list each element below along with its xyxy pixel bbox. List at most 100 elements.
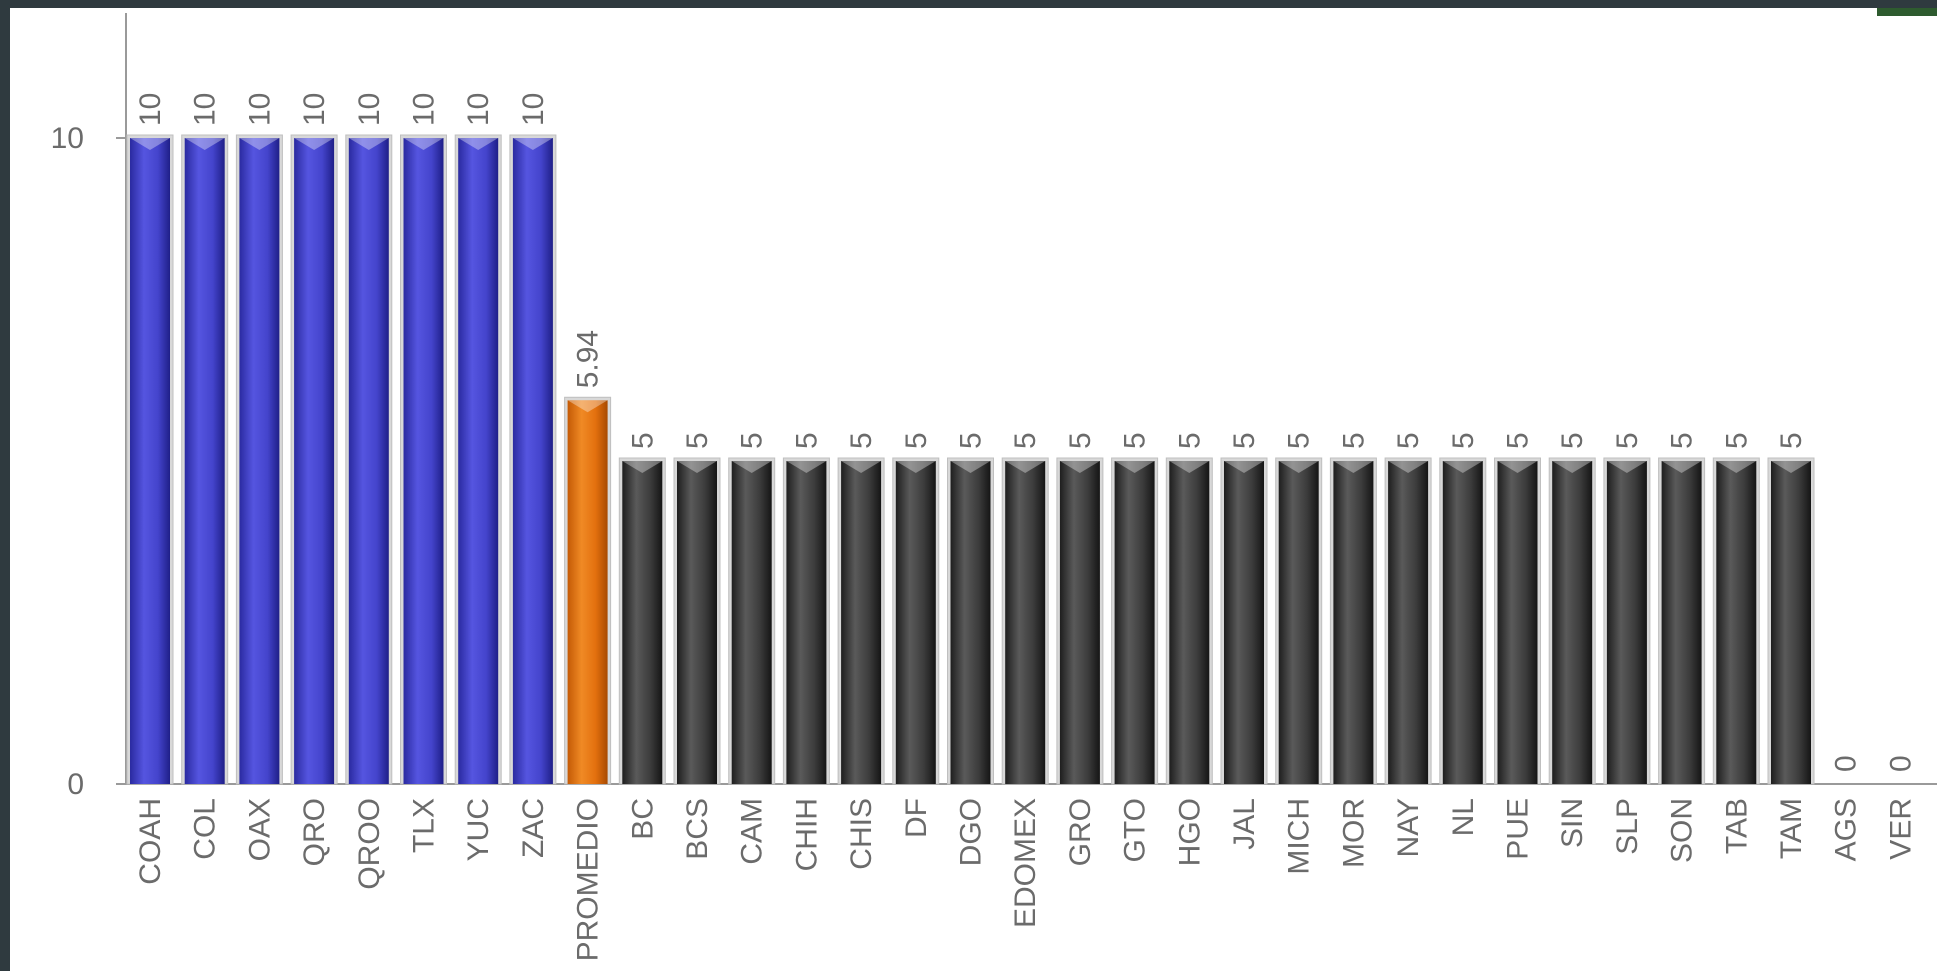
y-tick-label: 0 — [67, 768, 84, 801]
data-label-mich: 5 — [1283, 432, 1316, 449]
data-label-bcs: 5 — [681, 432, 714, 449]
corner-accent — [1877, 8, 1937, 16]
bar-bevel — [1059, 461, 1100, 473]
bar-bevel — [458, 138, 499, 150]
bar-bc — [622, 461, 663, 784]
data-label-col: 10 — [189, 93, 222, 126]
bar-bevel — [731, 461, 772, 473]
bar-slp — [1606, 461, 1647, 784]
data-label-chis: 5 — [845, 432, 878, 449]
bar-mor — [1333, 461, 1374, 784]
category-label-hgo: HGO — [1173, 798, 1206, 866]
category-label-bc: BC — [626, 798, 659, 840]
bar-df — [895, 461, 936, 784]
category-label-cam: CAM — [736, 798, 769, 865]
bar-col — [184, 138, 225, 784]
category-label-yuc: YUC — [462, 798, 495, 861]
data-label-oax: 10 — [243, 93, 276, 126]
category-label-ver: VER — [1884, 798, 1917, 860]
data-label-zac: 10 — [517, 93, 550, 126]
category-label-sin: SIN — [1556, 798, 1589, 848]
bar-gto — [1114, 461, 1155, 784]
category-label-tlx: TLX — [408, 798, 441, 853]
bar-chart: 0 10 10 COAH 10 COL 10 OAX 10 QRO 10 QROO 10 TLX 10 YU… — [51, 13, 1937, 962]
chart-frame: 0 10 10 COAH 10 COL 10 OAX 10 QRO 10 QROO 10 TLX 10 YU… — [10, 8, 1937, 971]
category-label-gro: GRO — [1064, 798, 1097, 866]
bar-qro — [294, 138, 335, 784]
bar-cam — [731, 461, 772, 784]
category-label-son: SON — [1666, 798, 1699, 863]
bar-bevel — [1606, 461, 1647, 473]
data-label-tab: 5 — [1720, 432, 1753, 449]
data-label-mor: 5 — [1337, 432, 1370, 449]
bar-bevel — [239, 138, 280, 150]
data-label-df: 5 — [900, 432, 933, 449]
data-label-yuc: 10 — [462, 93, 495, 126]
data-label-slp: 5 — [1611, 432, 1644, 449]
labels: 10 COAH 10 COL 10 OAX 10 QRO 10 QROO 10 TLX 10 YUC 10 Z… — [134, 93, 1917, 962]
category-label-coah: COAH — [134, 798, 167, 885]
category-label-qro: QRO — [298, 798, 331, 866]
bar-bevel — [1497, 461, 1538, 473]
category-label-ags: AGS — [1830, 798, 1863, 861]
data-label-qroo: 10 — [353, 93, 386, 126]
category-label-bcs: BCS — [681, 798, 714, 860]
bar-tab — [1716, 461, 1757, 784]
data-label-ags: 0 — [1830, 755, 1863, 772]
bar-chih — [786, 461, 827, 784]
bar-mich — [1278, 461, 1319, 784]
bar-chis — [841, 461, 882, 784]
category-label-edomex: EDOMEX — [1009, 798, 1042, 928]
bar-bevel — [294, 138, 335, 150]
bar-bevel — [895, 461, 936, 473]
data-label-tam: 5 — [1775, 432, 1808, 449]
data-label-ver: 0 — [1884, 755, 1917, 772]
bar-bevel — [1169, 461, 1210, 473]
data-label-nl: 5 — [1447, 432, 1480, 449]
bar-edomex — [1005, 461, 1046, 784]
data-label-cam: 5 — [736, 432, 769, 449]
bar-nl — [1442, 461, 1483, 784]
bar-bevel — [1771, 461, 1811, 473]
data-label-sin: 5 — [1556, 432, 1589, 449]
data-label-jal: 5 — [1228, 432, 1261, 449]
bar-bevel — [1005, 461, 1046, 473]
bar-promedio — [567, 400, 608, 784]
bar-bevel — [130, 138, 170, 150]
bar-bevel — [622, 461, 663, 473]
bar-coah — [130, 138, 170, 784]
bars — [126, 134, 1815, 785]
bar-zac — [512, 138, 553, 784]
bar-bevel — [512, 138, 553, 150]
bar-tlx — [403, 138, 444, 784]
category-label-jal: JAL — [1228, 798, 1261, 850]
category-label-nl: NL — [1447, 798, 1480, 836]
category-label-zac: ZAC — [517, 798, 550, 858]
y-tick-label: 10 — [51, 122, 84, 155]
bar-bevel — [1333, 461, 1374, 473]
bar-bevel — [403, 138, 444, 150]
data-label-qro: 10 — [298, 93, 331, 126]
category-label-slp: SLP — [1611, 798, 1644, 855]
category-label-nay: NAY — [1392, 798, 1425, 857]
bar-bevel — [348, 138, 389, 150]
bar-bevel — [950, 461, 991, 473]
data-label-promedio: 5.94 — [572, 330, 605, 388]
data-label-coah: 10 — [134, 93, 167, 126]
bar-tam — [1771, 461, 1811, 784]
bar-son — [1661, 461, 1702, 784]
category-label-mor: MOR — [1337, 798, 1370, 868]
data-label-gto: 5 — [1119, 432, 1152, 449]
data-label-dgo: 5 — [955, 432, 988, 449]
category-label-mich: MICH — [1283, 798, 1316, 875]
category-label-chih: CHIH — [790, 798, 823, 871]
bar-bevel — [1224, 461, 1264, 473]
category-label-promedio: PROMEDIO — [572, 798, 605, 961]
data-label-tlx: 10 — [408, 93, 441, 126]
bar-yuc — [458, 138, 499, 784]
bar-bevel — [677, 461, 717, 473]
data-label-gro: 5 — [1064, 432, 1097, 449]
data-label-edomex: 5 — [1009, 432, 1042, 449]
data-label-bc: 5 — [626, 432, 659, 449]
bar-bevel — [1114, 461, 1155, 473]
